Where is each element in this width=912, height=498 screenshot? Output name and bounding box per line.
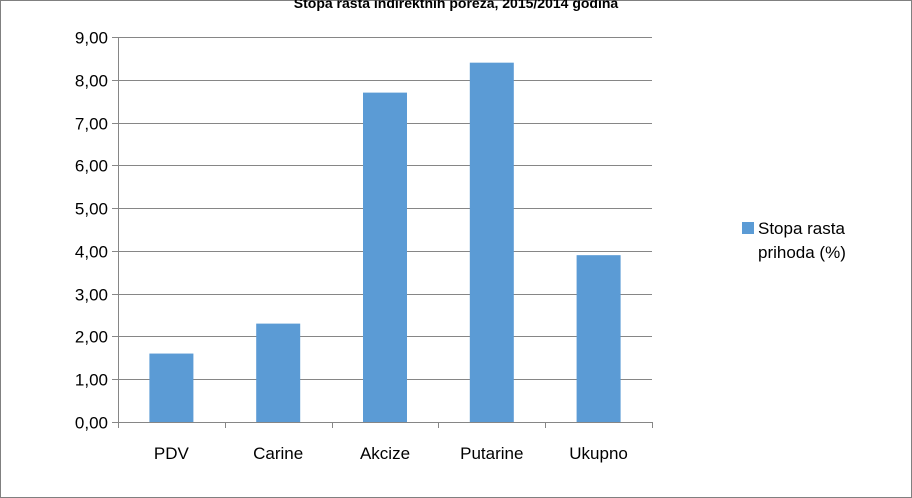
x-tick-labels: PDV Carine Akcize Putarine Ukupno [154, 444, 628, 463]
bar [149, 353, 194, 422]
chart-title: Stopa rasta indirektnih poreza, 2015/201… [294, 0, 619, 11]
x-tick-label: Putarine [460, 444, 523, 463]
x-tick-label: Carine [253, 444, 303, 463]
bar [576, 255, 621, 422]
x-tick-label: Ukupno [569, 444, 628, 463]
y-tick-label: 6,00 [75, 157, 108, 176]
bar [469, 62, 514, 423]
y-tick-label: 1,00 [75, 371, 108, 390]
bar [363, 92, 407, 422]
x-tick-label: Akcize [360, 444, 410, 463]
y-tick-label: 3,00 [75, 286, 108, 305]
y-tick-label: 8,00 [75, 72, 108, 91]
y-tick-label: 5,00 [75, 200, 108, 219]
y-tick-labels: 0,00 1,00 2,00 3,00 4,00 5,00 6,00 7,00 8,00 9,00 [75, 29, 108, 433]
bar [256, 323, 301, 422]
y-tick-label: 4,00 [75, 243, 108, 262]
y-tick-label: 7,00 [75, 115, 108, 134]
legend-swatch [742, 222, 754, 234]
axes [112, 37, 653, 428]
x-tick-label: PDV [154, 444, 190, 463]
legend-label: prihoda (%) [758, 243, 846, 262]
y-tick-label: 0,00 [75, 414, 108, 433]
y-tick-label: 9,00 [75, 29, 108, 48]
bars [149, 62, 621, 423]
legend-label: Stopa rasta [758, 219, 845, 238]
y-tick-label: 2,00 [75, 328, 108, 347]
legend: Stopa rasta prihoda (%) [742, 219, 846, 262]
